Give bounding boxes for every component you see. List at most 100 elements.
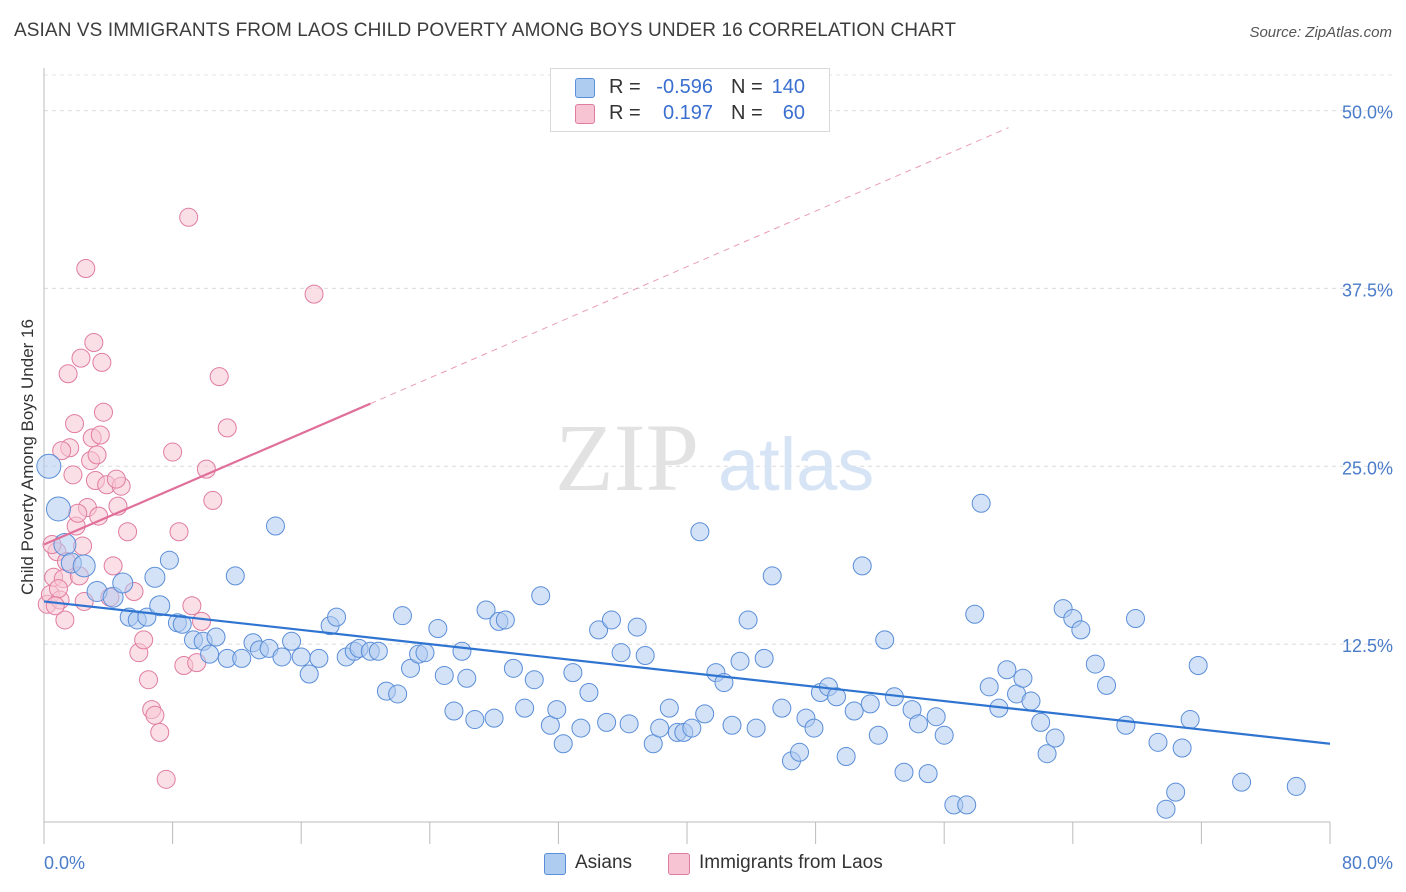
y-axis-label: Child Poverty Among Boys Under 16 <box>18 319 37 595</box>
laos-point <box>209 367 229 387</box>
asians-point <box>1232 772 1252 792</box>
asians-point <box>172 614 192 634</box>
legend: R = -0.596 N = 140 R = 0.197 N = 60 <box>550 68 830 132</box>
series-laos-points <box>37 207 324 789</box>
asians-point <box>1045 728 1065 748</box>
asians-point <box>524 670 544 690</box>
asians-point <box>746 718 766 738</box>
watermark: ZIP atlas <box>555 404 874 511</box>
asians-point <box>611 643 631 663</box>
laos-point <box>134 630 154 650</box>
asians-point <box>1116 715 1136 735</box>
trend-line-asians <box>43 600 1331 745</box>
laos-point <box>163 442 183 462</box>
asians-point <box>1021 691 1041 711</box>
asians-point <box>722 715 742 735</box>
asians-point <box>997 660 1017 680</box>
laos-point <box>93 402 113 422</box>
asians-point <box>836 747 856 767</box>
laos-point <box>89 506 109 526</box>
y-tick-label: 37.5% <box>1342 280 1393 300</box>
asians-point <box>457 668 477 688</box>
asians-point <box>875 630 895 650</box>
asians-point <box>1172 738 1192 758</box>
laos-point <box>87 445 107 465</box>
asians-point <box>601 610 621 630</box>
asians-point <box>291 647 311 667</box>
asians-point <box>597 712 617 732</box>
laos-point <box>192 611 212 631</box>
x-tick-label-min: 0.0% <box>44 853 85 873</box>
laos-point <box>58 364 78 384</box>
asians-point <box>465 710 485 730</box>
asians-point <box>434 665 454 685</box>
asians-point <box>225 566 245 586</box>
gridlines <box>44 74 1392 645</box>
laos-point <box>179 207 199 227</box>
asians-point <box>272 647 292 667</box>
asians-point <box>428 618 448 638</box>
asians-point <box>965 604 985 624</box>
asians-point <box>392 606 412 626</box>
asians-point <box>790 742 810 762</box>
asians-point <box>53 533 77 557</box>
asians-point <box>730 651 750 671</box>
asians-point <box>282 631 302 651</box>
asians-point <box>200 644 220 664</box>
laos-point <box>65 414 85 434</box>
x-tick-label-max: 80.0% <box>1342 853 1393 873</box>
asians-point <box>415 643 435 663</box>
asians-point <box>299 664 319 684</box>
laos-point <box>150 722 170 742</box>
asians-point <box>1097 675 1117 695</box>
laos-point <box>55 610 75 630</box>
asians-point <box>159 550 179 570</box>
asians-point <box>894 762 914 782</box>
asians-point <box>553 734 573 754</box>
asians-point <box>232 648 252 668</box>
laos-point <box>52 441 72 461</box>
asians-point <box>918 764 938 784</box>
asians-point <box>690 522 710 542</box>
laos-point <box>48 579 68 599</box>
asians-point <box>144 566 166 588</box>
asians-point <box>1286 776 1306 796</box>
laos-point <box>169 522 189 542</box>
asians-point <box>579 683 599 703</box>
bottom-legend-label-laos: Immigrants from Laos <box>699 852 883 873</box>
laos-point <box>145 705 165 725</box>
asians-point <box>926 707 946 727</box>
asians-point <box>908 714 928 734</box>
legend-swatch-laos <box>575 104 595 124</box>
trend-line-laos <box>43 402 371 546</box>
asians-point <box>495 610 515 630</box>
laos-point <box>63 465 83 485</box>
asians-point <box>1071 620 1091 640</box>
asians-point <box>1180 710 1200 730</box>
asians-point <box>401 658 421 678</box>
legend-n-label: N = <box>731 76 763 98</box>
legend-r-value: 0.197 <box>662 102 713 124</box>
legend-r-value: -0.596 <box>656 76 713 98</box>
laos-point <box>84 332 104 352</box>
laos-point <box>92 352 112 372</box>
asians-point <box>452 641 472 661</box>
watermark-atlas: atlas <box>718 423 874 506</box>
asians-point <box>265 516 285 536</box>
asians-point <box>149 595 171 617</box>
asians-point <box>1156 799 1176 819</box>
asians-point <box>934 725 954 745</box>
asians-point <box>206 627 226 647</box>
bottom-legend-swatch-asians <box>544 853 566 875</box>
laos-point <box>182 596 202 616</box>
asians-point <box>476 600 496 620</box>
y-tick-label: 12.5% <box>1342 636 1393 656</box>
laos-point <box>217 418 237 438</box>
asians-point <box>1125 609 1145 629</box>
laos-point <box>76 259 96 279</box>
asians-point <box>36 453 62 479</box>
legend-r-label: R = <box>609 76 641 98</box>
legend-n-label: N = <box>731 102 763 124</box>
asians-point <box>309 648 329 668</box>
